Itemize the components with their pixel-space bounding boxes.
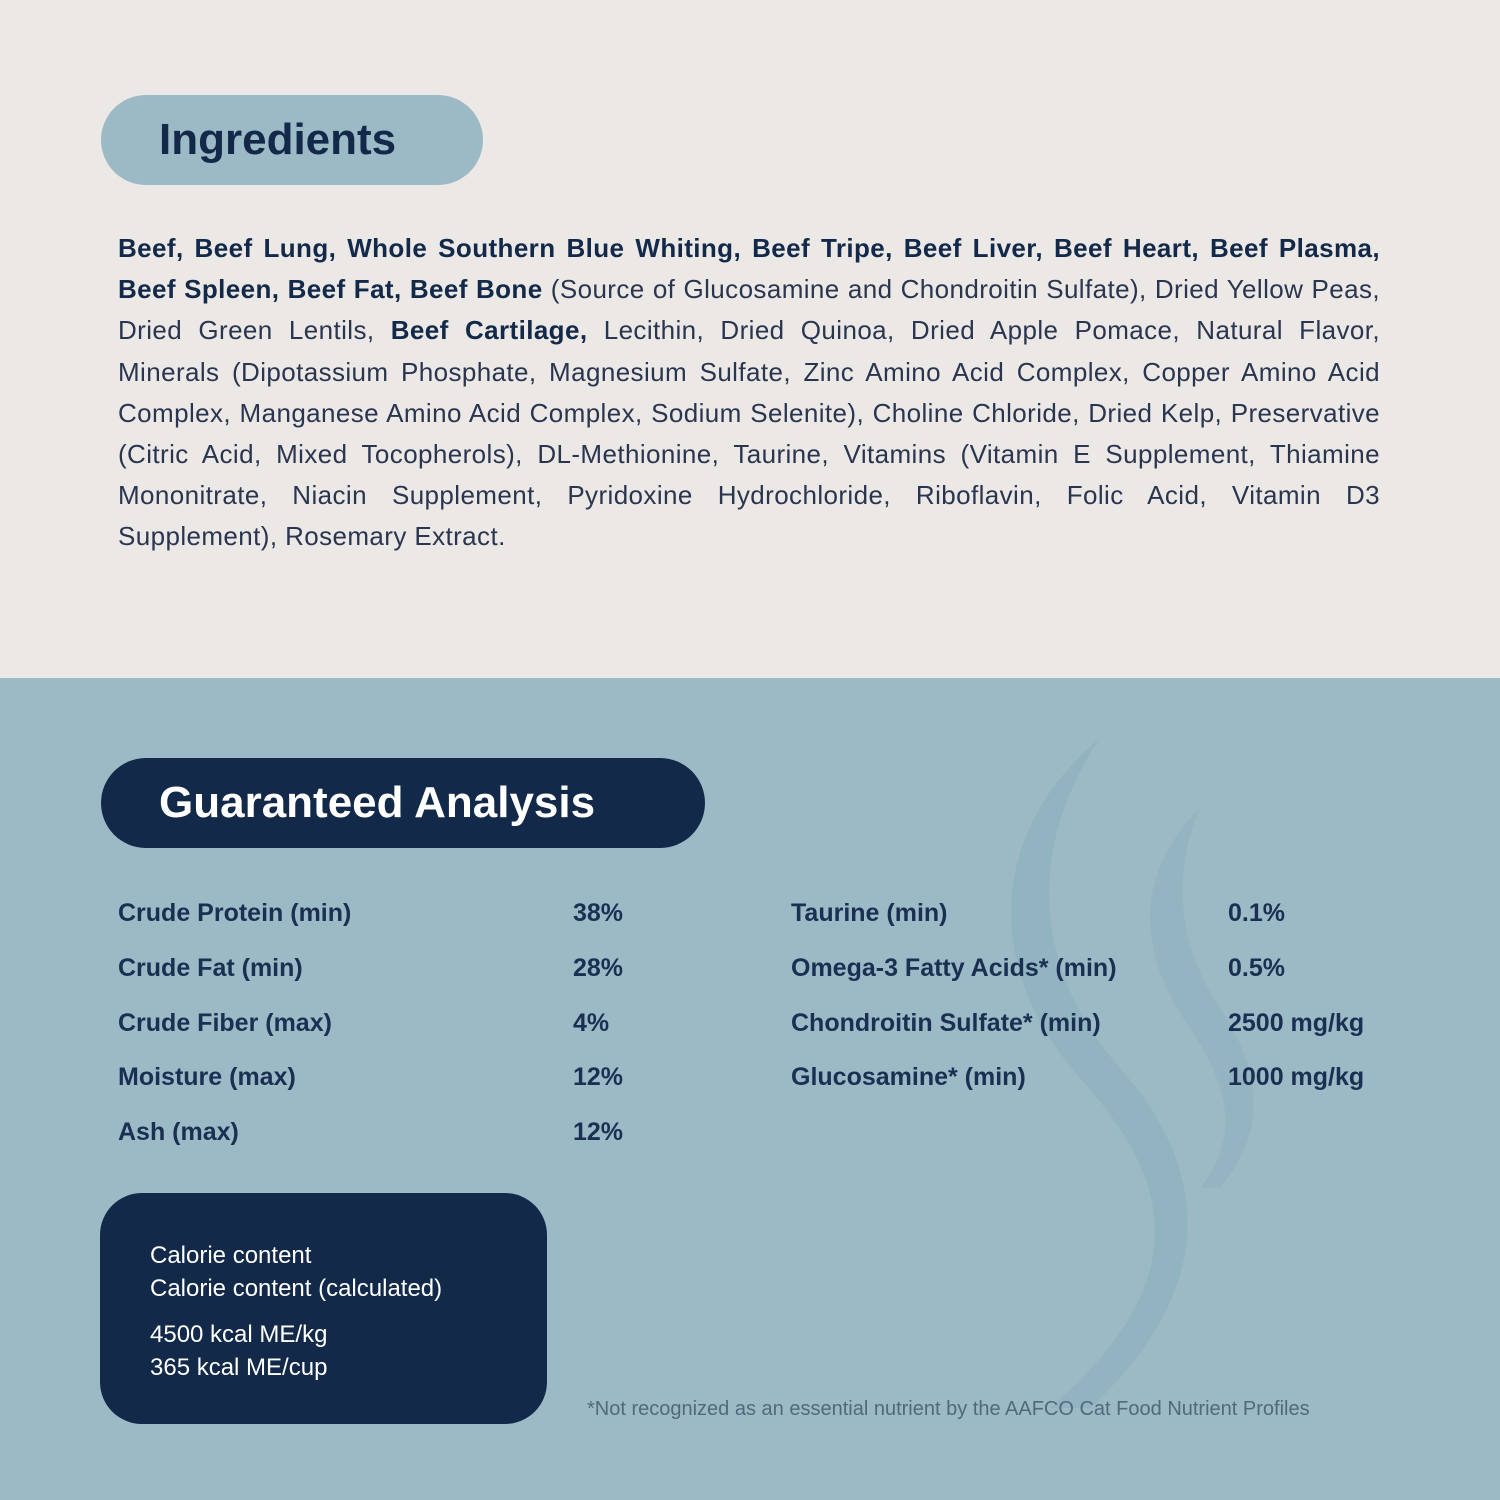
calorie-per-cup: 365 kcal ME/cup bbox=[150, 1354, 328, 1381]
calorie-box: Calorie content Calorie content (calcula… bbox=[100, 1193, 547, 1424]
ingredient-segment: (Source of Glucosamine and Chondroitin S… bbox=[118, 274, 1380, 346]
analysis-value: 12% bbox=[573, 1063, 624, 1091]
analysis-value: 2500 mg/kg bbox=[1228, 1009, 1365, 1037]
analysis-label: Ash (max) bbox=[118, 1118, 239, 1146]
ingredient-segment: Lecithin, Dried Quinoa, Dried Apple Poma… bbox=[118, 315, 1380, 552]
analysis-value: 38% bbox=[573, 899, 624, 927]
analysis-value: 1000 mg/kg bbox=[1228, 1063, 1365, 1091]
analysis-value: 12% bbox=[573, 1118, 624, 1146]
ingredient-bold-segment: Beef Cartilage, bbox=[390, 315, 588, 346]
ingredient-bold-segment: Beef, Beef Lung, Whole Southern Blue Whi… bbox=[118, 233, 1380, 305]
analysis-label: Omega-3 Fatty Acids* (min) bbox=[791, 954, 1117, 982]
analysis-value: 0.1% bbox=[1228, 899, 1285, 927]
analysis-label: Taurine (min) bbox=[791, 899, 948, 927]
analysis-value: 0.5% bbox=[1228, 954, 1285, 982]
calorie-per-kg: 4500 kcal ME/kg bbox=[150, 1321, 328, 1348]
analysis-label: Glucosamine* (min) bbox=[791, 1063, 1026, 1091]
analysis-label: Crude Fiber (max) bbox=[118, 1009, 332, 1037]
analysis-value: 28% bbox=[573, 954, 624, 982]
analysis-label: Chondroitin Sulfate* (min) bbox=[791, 1009, 1101, 1037]
smoke-decoration-icon bbox=[1011, 738, 1254, 1408]
calorie-calculated-label: Calorie content (calculated) bbox=[150, 1275, 443, 1302]
analysis-label: Moisture (max) bbox=[118, 1063, 296, 1091]
ingredients-title: Ingredients bbox=[101, 95, 483, 185]
analysis-value: 4% bbox=[573, 1009, 610, 1037]
footnote: *Not recognized as an essential nutrient… bbox=[587, 1398, 1310, 1420]
analysis-label: Crude Protein (min) bbox=[118, 899, 352, 927]
ingredients-text: Beef, Beef Lung, Whole Southern Blue Whi… bbox=[118, 228, 1380, 558]
calorie-label: Calorie content bbox=[150, 1242, 312, 1269]
analysis-label: Crude Fat (min) bbox=[118, 954, 303, 982]
guaranteed-analysis-title: Guaranteed Analysis bbox=[101, 758, 705, 848]
